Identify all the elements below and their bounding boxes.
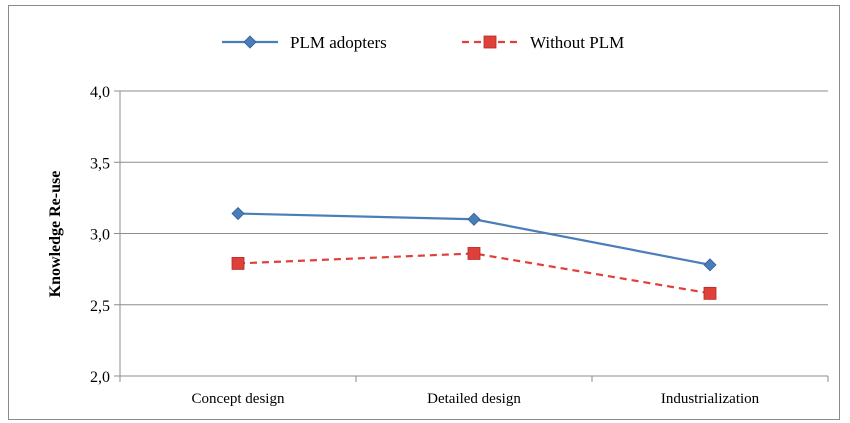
- y-tick-label-1: 2,5: [90, 298, 110, 315]
- chart-frame: [8, 5, 840, 420]
- x-tick-label-0: Concept design: [192, 391, 285, 407]
- x-tick-label-2: Industrialization: [661, 391, 760, 407]
- y-axis-title: Knowledge Re-use: [47, 171, 64, 298]
- y-tick-label-4: 4,0: [90, 84, 110, 101]
- point-plm-adopters-1: [467, 212, 481, 226]
- legend-item-plm-adopters: PLM adopters: [222, 33, 387, 52]
- legend: PLM adopters Without PLM: [222, 33, 624, 52]
- axes: 2,0 2,5 3,0 3,5 4,0 Concept design Detailed de…: [90, 84, 829, 407]
- gridlines: [120, 90, 828, 306]
- point-without-plm-1: [467, 247, 481, 260]
- point-plm-adopters-2: [703, 258, 717, 272]
- legend-marker-plm-adopters: [243, 35, 257, 49]
- legend-label-without-plm: Without PLM: [530, 33, 624, 52]
- point-plm-adopters-0: [231, 206, 245, 221]
- legend-label-plm-adopters: PLM adopters: [290, 33, 387, 52]
- legend-marker-without-plm: [483, 35, 497, 49]
- point-without-plm-0: [231, 257, 245, 270]
- y-tick-label-2: 3,0: [90, 227, 110, 244]
- y-tick-label-3: 3,5: [90, 155, 110, 172]
- y-tick-label-0: 2,0: [90, 369, 110, 386]
- point-without-plm-2: [703, 286, 717, 300]
- x-tick-label-1: Detailed design: [427, 391, 521, 407]
- series: [231, 206, 717, 300]
- series-line-without-plm: [237, 252, 711, 295]
- legend-item-without-plm: Without PLM: [462, 33, 624, 52]
